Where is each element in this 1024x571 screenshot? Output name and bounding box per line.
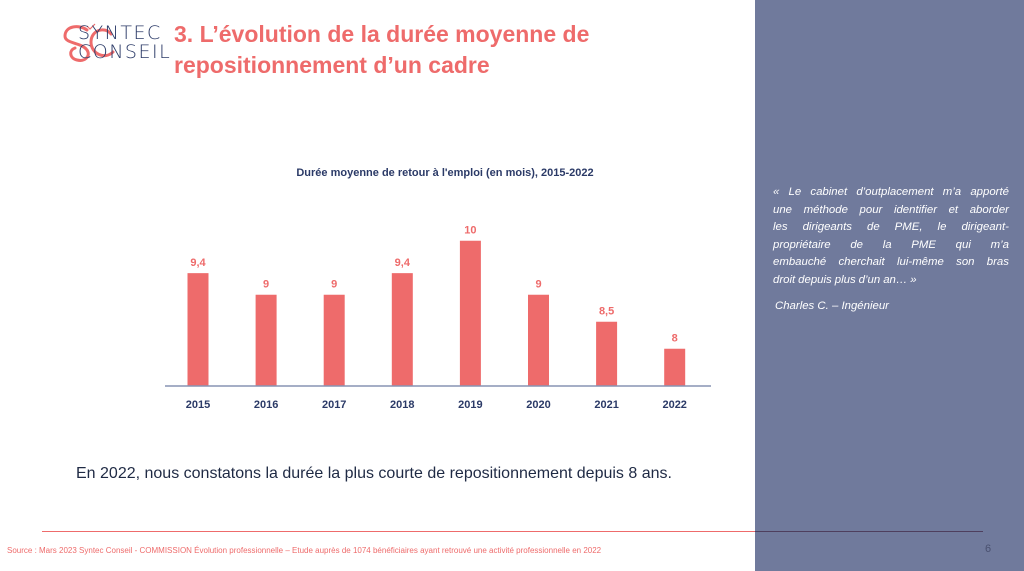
logo-line1: SYNTEC <box>78 22 162 44</box>
quote-line: «Le cabinet d’outplacement m’a apporté <box>773 186 1009 198</box>
data-label: 10 <box>464 225 476 237</box>
x-tick-label: 2019 <box>458 399 482 411</box>
quote-panel <box>755 0 1024 571</box>
bar-2020 <box>528 294 549 386</box>
data-label: 9,4 <box>190 257 206 269</box>
bar-2016 <box>255 294 277 386</box>
quote-author: Charles C. – Ingénieur <box>775 300 889 312</box>
data-label: 9 <box>263 279 269 291</box>
footer-divider <box>42 531 755 532</box>
bar-2022 <box>664 348 686 386</box>
quote-line: propriétaire de la PME qui m’a <box>773 238 1009 251</box>
key-statement: En 2022, nous constatons la durée la plu… <box>76 465 672 482</box>
x-tick-label: 2020 <box>526 399 550 411</box>
bar-2015 <box>187 273 209 386</box>
testimonial-quote: «Le cabinet d’outplacement m’a apporté une mét… <box>773 184 1009 289</box>
logo-wordmark: SYNTEC CONSEIL <box>78 24 171 62</box>
source-note: Source : Mars 2023 Syntec Conseil - COMM… <box>7 546 602 555</box>
data-label: 9,4 <box>395 257 411 269</box>
page-number: 6 <box>985 543 992 555</box>
bar-2018 <box>391 273 413 386</box>
quote-line: embauché cherchait lui-même son bras <box>773 256 1009 268</box>
bar-2019 <box>459 240 481 386</box>
data-label: 8 <box>672 333 678 345</box>
quote-line: les dirigeants de PME, le dirigeant- <box>773 221 1009 233</box>
footer-divider-panel <box>755 531 983 532</box>
quote-line: droit depuis plus d’un an…» <box>773 273 917 286</box>
x-tick-label: 2018 <box>390 399 414 411</box>
x-tick-label: 2022 <box>662 399 686 411</box>
quote-line: une méthode pour identifier et aborder <box>773 203 1009 216</box>
chart-title: Durée moyenne de retour à l'emploi (en m… <box>296 167 594 179</box>
syntec-logo-icon <box>63 23 115 62</box>
logo-line2: CONSEIL <box>78 41 172 63</box>
bar-2021 <box>596 321 618 386</box>
data-label: 9 <box>535 279 541 291</box>
page-title: 3. L’évolution de la durée moyenne de re… <box>174 19 589 81</box>
data-label: 9 <box>331 279 337 291</box>
data-label: 8,5 <box>599 306 614 318</box>
title-line1: 3. L’évolution de la durée moyenne de <box>174 21 590 47</box>
title-line2: repositionnement d’un cadre <box>174 52 490 78</box>
x-tick-label: 2021 <box>594 399 618 411</box>
x-tick-label: 2016 <box>254 399 278 411</box>
x-tick-label: 2017 <box>322 399 346 411</box>
bar-2017 <box>323 294 345 386</box>
x-tick-label: 2015 <box>186 399 210 411</box>
